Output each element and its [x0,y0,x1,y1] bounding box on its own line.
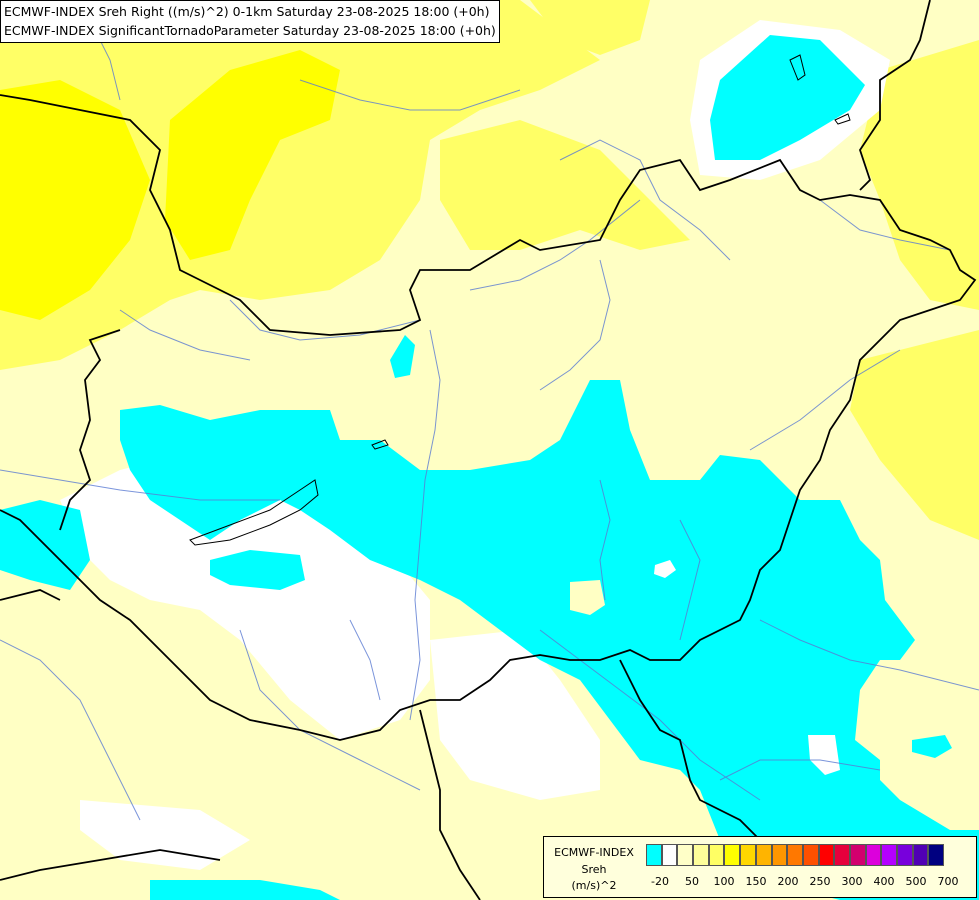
cyan-zone-small-north [390,335,415,378]
legend-swatch [818,844,835,866]
legend-swatch [865,844,882,866]
legend-swatch [693,844,709,866]
legend-swatch [881,844,897,866]
legend-swatch [646,844,662,866]
color-legend: ECMWF-INDEX Sreh (m/s)^2 -20 50 100 150 200 2… [543,836,977,898]
cyan-zone-small-west [210,550,305,590]
legend-tick-label: 400 [873,875,895,888]
legend-tick-label: 100 [713,875,735,888]
legend-swatch [802,844,819,866]
legend-tick-label: 150 [745,875,767,888]
white-zone-southeast-cut [808,735,840,775]
legend-swatch [724,844,741,866]
white-zone-southwest2 [80,800,250,870]
yellow-zone-east [850,330,979,540]
title-line-2: ECMWF-INDEX SignificantTornadoParameter … [4,23,496,38]
legend-source: ECMWF-INDEX [554,846,634,859]
hole-white-center [654,560,676,578]
legend-swatch [740,844,756,866]
legend-swatch [897,844,913,866]
cyan-zone-south-west [150,880,340,900]
legend-tick-label: 300 [841,875,863,888]
legend-swatch [755,844,772,866]
legend-tick-label: 500 [905,875,927,888]
cyan-zone-northeast [710,35,865,160]
legend-swatch [787,844,803,866]
legend-tick-label: 50 [685,875,699,888]
lakes [189,54,851,546]
yellow-zone-northeast [860,40,979,310]
legend-unit: (m/s)^2 [571,879,617,892]
legend-swatches [646,844,945,866]
legend-swatch [771,844,788,866]
map-title-box: ECMWF-INDEX Sreh Right ((m/s)^2) 0-1km S… [0,0,500,43]
white-zone-south [430,630,600,800]
cyan-zone-central [120,380,979,900]
yellow-zone-north [165,50,340,260]
title-line-1: ECMWF-INDEX Sreh Right ((m/s)^2) 0-1km S… [4,4,490,19]
legend-swatch [912,844,929,866]
legend-swatch [928,844,945,866]
legend-swatch [834,844,850,866]
yellow-zone-center-north [440,120,690,250]
hole-yellow-center [570,580,605,615]
legend-swatch [677,844,694,866]
legend-swatch [661,844,678,866]
legend-tick-label: 250 [809,875,831,888]
legend-tick-label: -20 [651,875,669,888]
legend-variable: Sreh [581,863,607,876]
legend-tick-label: 700 [937,875,959,888]
yellow-zone-top [530,0,650,55]
legend-swatch [849,844,866,866]
rivers [0,19,979,821]
yellow-zone-northwest [0,0,600,370]
legend-swatch [708,844,725,866]
cyan-zone-small-east [912,735,952,758]
legend-tick-label: 200 [777,875,799,888]
yellow-zone-northwest-inner [0,80,150,320]
